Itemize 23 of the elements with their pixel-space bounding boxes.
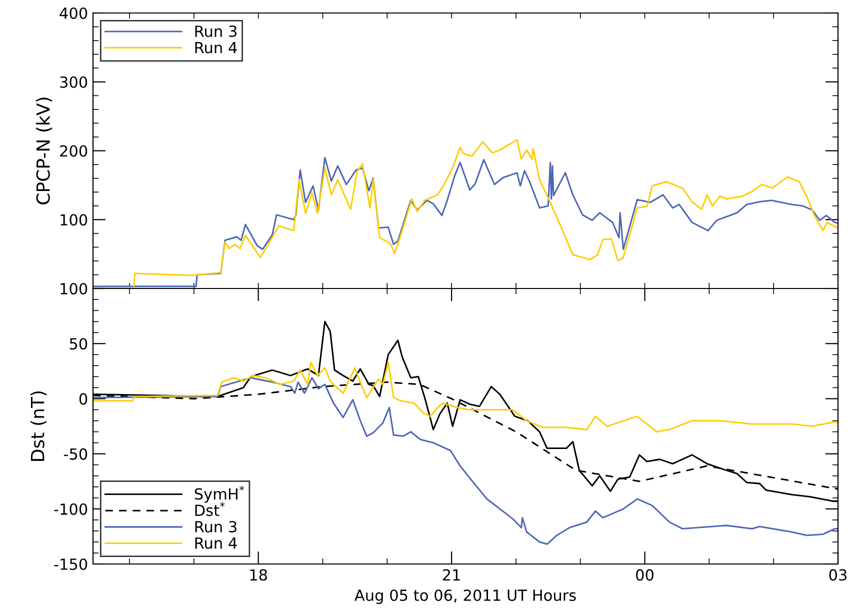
- legend-label: Run 4: [195, 42, 237, 54]
- y-tick-label: 100: [60, 214, 88, 226]
- legend-label: Run 3: [195, 520, 236, 533]
- legend-label: Run 3: [195, 25, 236, 38]
- x-tick-label: 03: [829, 569, 846, 581]
- x-tick-label: 21: [442, 569, 460, 580]
- y-tick-label: 300: [60, 76, 88, 88]
- y-axis-title: Dst (nT): [30, 391, 47, 461]
- legend-label: SymH$^{*}$: [194, 486, 244, 503]
- y-tick-label: 0: [79, 393, 88, 405]
- y-tick-label: 400: [60, 7, 88, 20]
- y-axis-title: CPCP-N (kV): [36, 98, 52, 204]
- y-tick-label: -50: [64, 448, 88, 460]
- y-tick-label: -150: [54, 558, 88, 570]
- y-tick-label: 50: [70, 338, 88, 350]
- x-tick-label: 18: [250, 569, 267, 581]
- y-tick-label: 100: [60, 282, 88, 295]
- x-tick-label: 00: [636, 569, 654, 581]
- y-tick-label: 200: [60, 145, 88, 157]
- y-tick-label: -100: [54, 503, 88, 515]
- x-axis-title: Aug 05 to 06, 2011 UT Hours: [354, 589, 576, 604]
- legend-label: Dst$^{*}$: [195, 502, 225, 516]
- legend-label: Run 4: [195, 537, 237, 549]
